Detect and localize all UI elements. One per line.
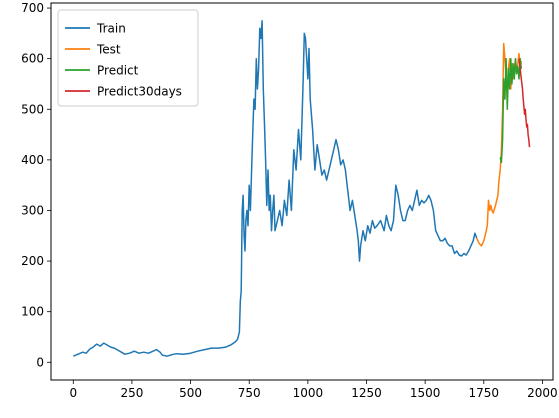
x-axis-ticks: 0 250 500 750 1000 1250 1500 1750 2000 <box>69 380 558 400</box>
legend: Train Test Predict Predict30days <box>57 9 199 107</box>
x-tick-label: 500 <box>179 386 202 400</box>
plot-frame <box>50 2 554 381</box>
x-tick-label: 0 <box>69 386 77 400</box>
x-tick-label: 1500 <box>410 386 441 400</box>
legend-label-predict: Predict <box>97 64 139 78</box>
legend-box <box>57 9 199 107</box>
y-tick-label: 300 <box>21 203 44 217</box>
legend-label-test: Test <box>96 43 121 57</box>
x-tick-label: 750 <box>238 386 261 400</box>
x-tick-label: 1250 <box>351 386 382 400</box>
legend-label-train: Train <box>96 22 126 36</box>
x-tick-label: 1000 <box>293 386 324 400</box>
y-axis-ticks: 0 100 200 300 400 500 600 700 <box>21 1 51 369</box>
x-tick-label: 1750 <box>469 386 500 400</box>
y-tick-label: 200 <box>21 254 44 268</box>
series-line-train <box>73 19 478 357</box>
series-line-predict30days <box>518 58 531 148</box>
y-tick-label: 600 <box>21 52 44 66</box>
y-tick-label: 500 <box>21 102 44 116</box>
x-tick-label: 2000 <box>527 386 558 400</box>
series-line-predict <box>499 57 523 164</box>
y-tick-label: 400 <box>21 153 44 167</box>
x-tick-label: 250 <box>120 386 143 400</box>
y-tick-label: 700 <box>21 1 44 15</box>
legend-label-predict30days: Predict30days <box>97 85 182 99</box>
y-tick-label: 100 <box>21 305 44 319</box>
series-layer <box>73 19 531 357</box>
y-tick-label: 0 <box>36 355 44 369</box>
